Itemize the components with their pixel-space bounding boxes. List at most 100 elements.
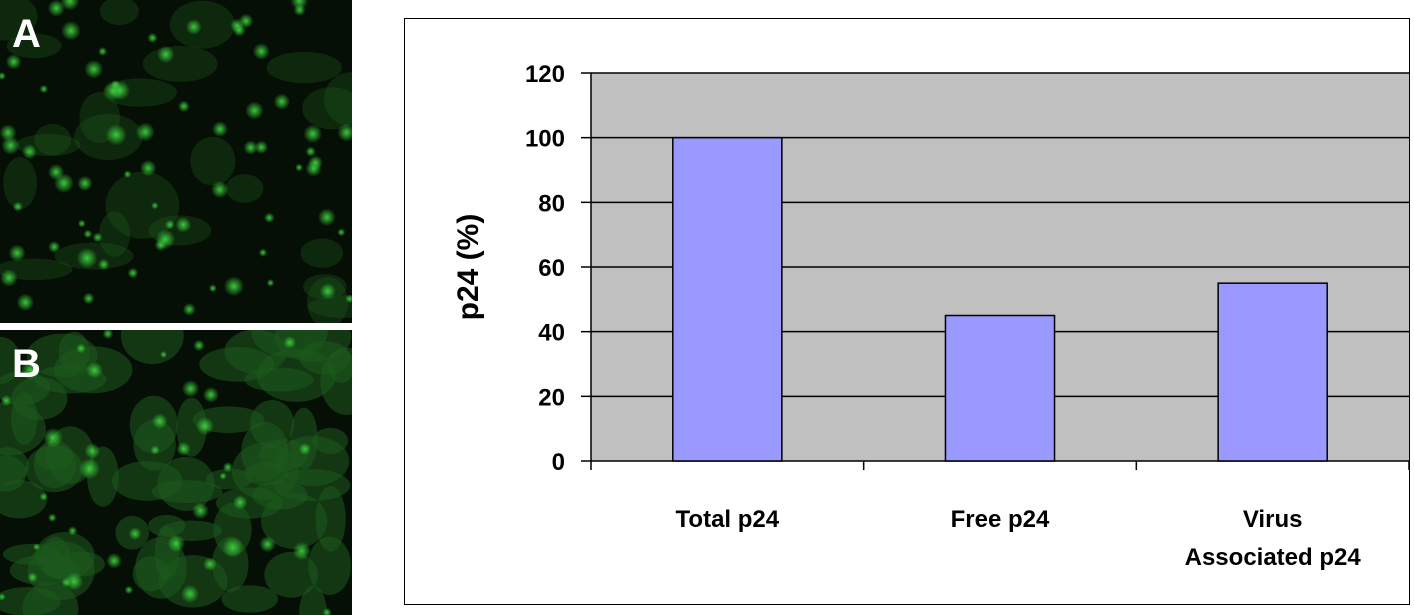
cell-body: [264, 551, 318, 598]
cell-body: [324, 72, 352, 127]
cell-body: [306, 277, 349, 323]
fluorescent-spot: [77, 175, 93, 192]
y-tick-label: 20: [538, 384, 565, 411]
fluorescent-spot: [76, 247, 98, 269]
cell-body: [190, 136, 236, 186]
fluorescent-spot: [345, 294, 352, 304]
fluorescent-spot: [12, 201, 23, 212]
cell-body: [327, 349, 352, 384]
fluorescent-spot: [252, 42, 270, 60]
cell-body: [3, 157, 37, 210]
fluorescent-spot: [159, 350, 168, 359]
cell-body: [315, 485, 346, 552]
fluorescent-spot: [254, 140, 269, 155]
fluorescent-spot: [84, 443, 101, 459]
fluorescent-spot: [86, 361, 103, 379]
cell-body: [0, 455, 27, 492]
fluorescent-spot: [293, 3, 306, 16]
fluorescent-spot: [60, 0, 80, 11]
x-category-label: Total p24: [676, 506, 780, 533]
cell-body: [266, 51, 342, 84]
cell-body: [299, 586, 328, 615]
fluorescent-spot: [27, 572, 38, 583]
fluorescent-spot: [219, 472, 227, 480]
fluorescent-spot: [84, 59, 104, 79]
fluorescent-spot: [245, 101, 264, 120]
micrograph-panel-a: A: [0, 0, 352, 323]
fluorescent-spot: [175, 216, 192, 233]
fluorescent-spot: [178, 100, 190, 113]
fluorescent-spot: [48, 240, 61, 253]
cell-body: [307, 295, 352, 318]
fluorescent-spot: [147, 32, 158, 44]
fluorescent-spot: [154, 239, 167, 251]
fluorescent-spot: [181, 379, 200, 398]
cell-body: [308, 536, 351, 595]
fluorescent-spot: [98, 46, 108, 56]
fluorescent-spot: [208, 284, 217, 293]
fluorescent-spot: [16, 293, 35, 312]
cell-body: [169, 0, 235, 49]
fluorescent-spot: [157, 45, 175, 64]
fluorescent-spot: [211, 180, 229, 199]
fluorescent-spot: [61, 20, 81, 41]
fluorescent-spot: [78, 458, 101, 480]
fluorescent-spot: [123, 170, 132, 179]
fluorescent-spot: [273, 93, 290, 110]
y-axis-title: p24 (%): [452, 214, 485, 321]
fluorescent-spot: [192, 502, 209, 520]
fluorescent-spot: [283, 336, 297, 350]
cell-body: [221, 585, 279, 613]
cell-body: [58, 331, 90, 373]
micrograph-panel-b: B: [0, 330, 352, 615]
fluorescent-spot: [67, 526, 78, 536]
fluorescent-spot: [258, 248, 268, 257]
fluorescence-image-b: [0, 330, 352, 615]
fluorescent-spot: [292, 541, 311, 561]
fluorescent-spot: [139, 159, 157, 177]
fluorescent-spot: [53, 173, 74, 194]
fluorescent-spot: [322, 607, 332, 615]
fluorescence-image-a: [0, 0, 352, 323]
fluorescent-spot: [232, 495, 248, 510]
cell-body: [231, 442, 300, 500]
fluorescent-spot: [180, 584, 200, 603]
fluorescent-spot: [5, 53, 22, 70]
cell-body: [11, 376, 68, 421]
fluorescent-spot: [32, 543, 41, 551]
fluorescent-spot: [337, 123, 352, 142]
x-category-label: Associated p24: [1185, 544, 1362, 571]
bar-chart: 0 20 40 60 80 100 120 Total p24 Free p24 Virus Ass…: [452, 61, 1410, 571]
cell-body: [159, 520, 223, 541]
fluorescent-spot: [0, 71, 6, 81]
fluorescent-spot: [195, 416, 214, 436]
fluorescent-spot: [47, 0, 65, 17]
y-tick-label: 80: [538, 190, 565, 217]
fluorescent-spot: [0, 124, 17, 142]
fluorescent-spot: [259, 535, 276, 553]
fluorescent-spot: [150, 445, 160, 455]
fluorescent-spot: [337, 228, 346, 237]
cell-body: [302, 87, 352, 130]
panel-label-a: A: [12, 12, 41, 56]
fluorescent-spot: [8, 244, 26, 262]
fluorescent-spot: [128, 527, 142, 541]
y-tick-label: 40: [538, 320, 565, 347]
fluorescent-spot: [39, 84, 49, 94]
y-tick-label: 0: [552, 449, 565, 476]
fluorescent-spot: [151, 201, 159, 210]
fluorescent-spot: [82, 292, 95, 305]
cell-body: [142, 45, 218, 82]
cell-body: [225, 174, 264, 203]
cell-body: [34, 124, 72, 156]
y-tick-label: 120: [525, 61, 565, 88]
fluorescent-spot: [151, 413, 168, 430]
fluorescent-spot: [135, 122, 155, 142]
fluorescent-spot: [193, 339, 205, 352]
fluorescent-spot: [223, 276, 244, 297]
fluorescent-spot: [0, 269, 18, 287]
fluorescent-spot: [103, 80, 123, 101]
fluorescent-spot: [83, 229, 93, 239]
x-category-label: Virus: [1243, 506, 1303, 533]
fluorescent-spot: [77, 219, 86, 228]
